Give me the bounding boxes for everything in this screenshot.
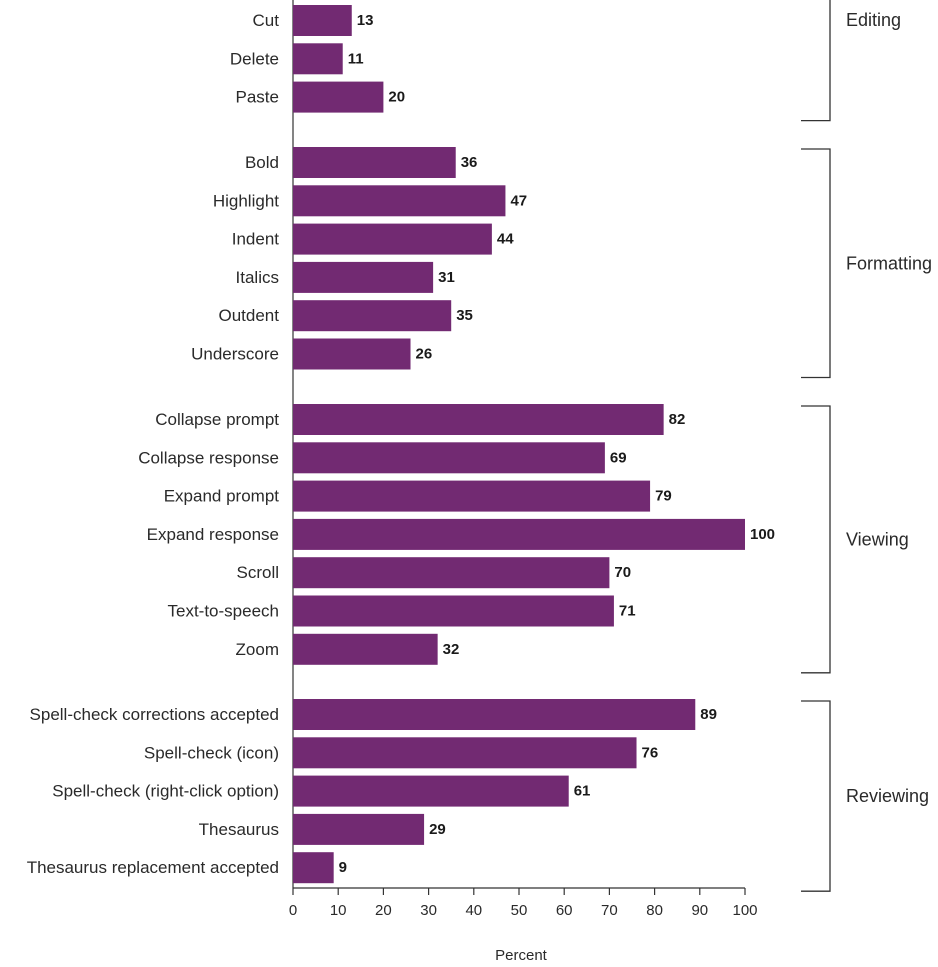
data-label: 35 <box>456 307 473 324</box>
bar <box>293 185 506 217</box>
category-label: Text-to-speech <box>168 602 280 621</box>
group-bracket <box>801 148 831 379</box>
bar <box>293 852 334 884</box>
x-tick-label: 10 <box>330 902 347 919</box>
data-label: 13 <box>357 12 374 29</box>
bar <box>293 737 637 769</box>
data-label: 26 <box>416 346 433 363</box>
group-bracket <box>801 0 831 122</box>
category-label: Thesaurus replacement accepted <box>27 858 279 877</box>
category-label: Delete <box>230 49 279 68</box>
x-tick-label: 90 <box>691 902 708 919</box>
data-label: 71 <box>619 603 636 620</box>
data-label: 61 <box>574 783 591 800</box>
bar <box>293 5 352 36</box>
bar <box>293 147 456 178</box>
data-label: 20 <box>388 89 405 106</box>
category-label: Outdent <box>219 306 280 325</box>
x-tick-label: 60 <box>556 902 573 919</box>
data-label: 44 <box>497 231 514 248</box>
category-label: Highlight <box>213 191 279 210</box>
x-axis-title: Percent <box>495 947 548 964</box>
x-tick-label: 30 <box>420 902 437 919</box>
category-label: Indent <box>232 230 280 249</box>
group-bracket <box>801 405 831 674</box>
category-label: Italics <box>236 268 279 287</box>
bar <box>293 338 411 370</box>
category-label: Spell-check (icon) <box>144 743 279 762</box>
data-label: 79 <box>655 488 672 505</box>
category-label: Spell-check corrections accepted <box>30 705 279 724</box>
data-label: 47 <box>510 192 527 209</box>
group-label: Formatting <box>846 253 932 273</box>
data-label: 70 <box>614 564 631 581</box>
x-tick-label: 0 <box>289 902 297 919</box>
data-label: 31 <box>438 269 455 286</box>
category-label: Collapse response <box>138 448 279 467</box>
bar <box>293 300 452 332</box>
bar <box>293 404 664 435</box>
bar <box>293 81 384 113</box>
bar <box>293 595 614 627</box>
data-label: 9 <box>339 859 347 876</box>
x-tick-label: 100 <box>732 902 757 919</box>
data-label: 11 <box>348 50 364 67</box>
data-label: 82 <box>669 411 686 428</box>
category-label: Cut <box>253 11 280 30</box>
bar <box>293 633 438 665</box>
x-tick-label: 40 <box>465 902 482 919</box>
category-label: Bold <box>245 153 279 172</box>
x-tick-label: 70 <box>601 902 618 919</box>
data-label: 76 <box>642 744 659 761</box>
category-label: Expand response <box>147 525 279 544</box>
category-label: Expand prompt <box>164 487 280 506</box>
group-label: Viewing <box>846 529 909 549</box>
data-label: 32 <box>443 641 460 658</box>
group-bracket <box>801 700 831 892</box>
bar <box>293 518 745 550</box>
bar <box>293 557 610 589</box>
group-label: Editing <box>846 10 901 30</box>
category-label: Zoom <box>236 640 279 659</box>
bar <box>293 813 425 845</box>
data-label: 69 <box>610 449 627 466</box>
bar <box>293 43 343 75</box>
group-label: Reviewing <box>846 786 929 806</box>
data-label: 89 <box>700 706 717 723</box>
data-label: 29 <box>429 821 446 838</box>
bar <box>293 442 605 474</box>
category-label: Scroll <box>236 563 279 582</box>
bar <box>293 699 696 730</box>
data-label: 100 <box>750 526 775 543</box>
bar <box>293 480 651 512</box>
category-label: Paste <box>236 88 279 107</box>
x-tick-label: 50 <box>511 902 528 919</box>
category-label: Thesaurus <box>199 820 279 839</box>
bar <box>293 775 569 807</box>
category-label: Underscore <box>191 345 279 364</box>
bar <box>293 223 492 255</box>
category-label: Collapse prompt <box>155 410 279 429</box>
bar <box>293 261 434 293</box>
x-tick-label: 80 <box>646 902 663 919</box>
category-label: Spell-check (right-click option) <box>52 782 279 801</box>
data-label: 36 <box>461 154 478 171</box>
x-tick-label: 20 <box>375 902 392 919</box>
